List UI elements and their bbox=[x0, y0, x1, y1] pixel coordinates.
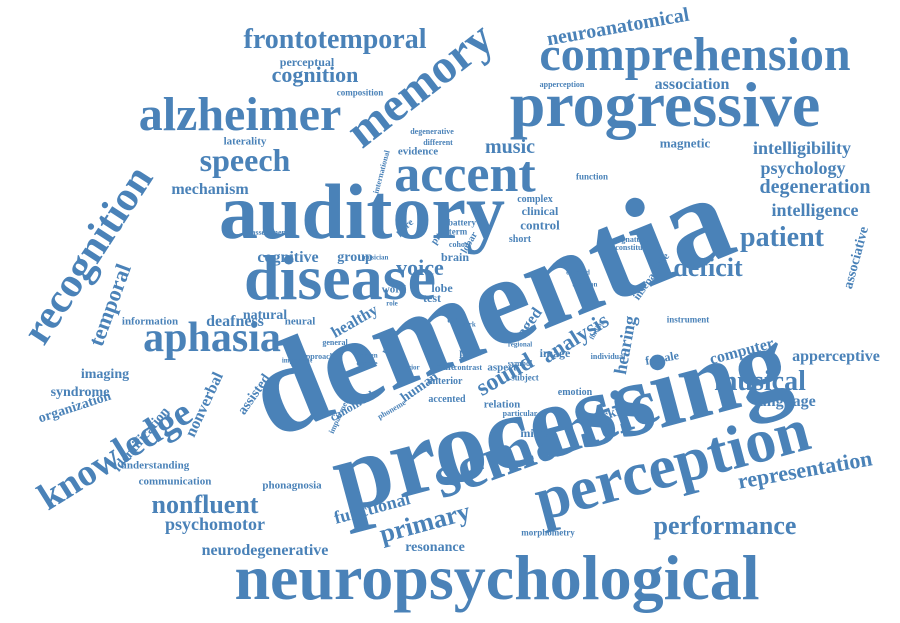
cloud-word: contrast bbox=[454, 363, 482, 372]
cloud-word: speech bbox=[199, 142, 291, 178]
cloud-word: addition bbox=[572, 280, 598, 289]
cloud-word: psychomotor bbox=[165, 514, 265, 534]
cloud-word: subject bbox=[511, 372, 539, 383]
cloud-word: neural bbox=[284, 315, 316, 328]
cloud-word: change bbox=[356, 359, 378, 368]
cloud-word: music bbox=[485, 136, 535, 158]
cloud-word: syndrome bbox=[50, 385, 110, 400]
cloud-word: group bbox=[337, 250, 373, 265]
cloud-word: evidence bbox=[397, 145, 439, 158]
cloud-word: auditory bbox=[218, 168, 506, 255]
cloud-word: short bbox=[508, 234, 532, 245]
cloud-word: individual bbox=[590, 352, 626, 361]
cloud-word: alzheimer bbox=[138, 88, 342, 141]
cloud-word: symbol bbox=[507, 359, 533, 368]
cloud-word: battery bbox=[448, 217, 476, 228]
cloud-word: word bbox=[381, 283, 407, 296]
cloud-word: imaging bbox=[80, 367, 130, 382]
cloud-word: cognitive bbox=[257, 249, 319, 266]
cloud-word: composition bbox=[336, 87, 384, 98]
cloud-word: foreign bbox=[356, 351, 378, 360]
cloud-word: task bbox=[446, 314, 464, 325]
cloud-word: phonagnosia bbox=[262, 479, 322, 492]
cloud-word: complex bbox=[517, 194, 553, 205]
cloud-word: clinical bbox=[521, 204, 559, 218]
cloud-word: anterior bbox=[427, 376, 463, 387]
cloud-word: accent bbox=[394, 146, 536, 203]
cloud-word: cognition bbox=[271, 62, 359, 87]
cloud-word: function bbox=[575, 171, 609, 182]
cloud-word: relation bbox=[483, 398, 521, 411]
cloud-word: nonfluent bbox=[151, 490, 259, 519]
cloud-word: aphasia bbox=[143, 315, 281, 361]
cloud-word: comprehension bbox=[539, 28, 851, 81]
cloud-word: psychology bbox=[760, 158, 846, 178]
cloud-word: voice bbox=[396, 255, 444, 280]
cloud-word: important bbox=[281, 356, 313, 365]
cloud-word: mechanism bbox=[171, 181, 249, 198]
cloud-word: detailed bbox=[566, 268, 590, 277]
cloud-word: magnetic bbox=[659, 135, 711, 151]
cloud-word: signature bbox=[616, 235, 648, 244]
cloud-word: understanding bbox=[120, 459, 190, 472]
cloud-word: frontotemporal bbox=[243, 24, 427, 55]
cloud-word: role bbox=[386, 299, 398, 308]
cloud-word: particular bbox=[502, 409, 538, 418]
cloud-word: perceptual bbox=[279, 55, 335, 69]
cloud-word: work bbox=[460, 320, 476, 329]
cloud-word: test bbox=[423, 291, 441, 305]
cloud-word: general bbox=[322, 338, 348, 347]
cloud-word: communication bbox=[138, 475, 212, 488]
cloud-word: disease bbox=[244, 242, 436, 313]
cloud-word: constitute bbox=[615, 243, 649, 252]
cloud-word: instrument bbox=[666, 314, 710, 325]
cloud-word: intelligence bbox=[771, 200, 859, 220]
cloud-word: resonance bbox=[405, 540, 465, 555]
cloud-word: information bbox=[121, 315, 179, 328]
cloud-word: regional bbox=[507, 340, 533, 349]
cloud-word: neurodegenerative bbox=[201, 542, 329, 559]
cloud-word: intelligibility bbox=[752, 138, 852, 158]
cloud-word: accented bbox=[428, 394, 466, 405]
cloud-word: degeneration bbox=[759, 176, 871, 198]
cloud-word: associative bbox=[841, 225, 873, 291]
cloud-word: musical bbox=[714, 366, 806, 397]
cloud-word: control bbox=[520, 217, 560, 233]
cloud-word: musician bbox=[361, 253, 389, 262]
cloud-word: apperception bbox=[539, 80, 585, 89]
cloud-word: nonverbal bbox=[182, 369, 227, 440]
cloud-word: superior bbox=[394, 363, 420, 372]
cloud-word: pnfa bbox=[459, 346, 481, 359]
cloud-word: morphometry bbox=[521, 527, 575, 538]
cloud-word: neuropsychological bbox=[234, 542, 760, 613]
cloud-word: deficit bbox=[673, 253, 743, 282]
cloud-word: deafness bbox=[206, 313, 264, 330]
cloud-word: progressive bbox=[509, 69, 821, 140]
cloud-word: degenerative bbox=[410, 127, 454, 136]
cloud-word: brain bbox=[440, 250, 470, 264]
cloud-word: aspect bbox=[487, 361, 517, 374]
cloud-word: term bbox=[448, 226, 468, 237]
cloud-word: assessment bbox=[251, 228, 289, 237]
cloud-word: image bbox=[539, 346, 571, 360]
cloud-word: natural bbox=[242, 308, 288, 323]
cloud-word: apperceptive bbox=[792, 348, 880, 365]
cloud-word: lobe bbox=[431, 281, 453, 295]
cloud-word: approach bbox=[301, 352, 335, 361]
cloud-word: association bbox=[654, 76, 730, 93]
cloud-word: emotion bbox=[557, 387, 593, 398]
cloud-word: performance bbox=[653, 511, 797, 540]
cloud-word: male bbox=[434, 362, 456, 373]
cloud-word: laterality bbox=[223, 135, 267, 148]
cloud-word: patient bbox=[740, 222, 824, 253]
cloud-word: cohort bbox=[448, 240, 472, 249]
cloud-word: different bbox=[423, 138, 453, 147]
cloud-word: language bbox=[754, 393, 816, 410]
cloud-word: middle bbox=[520, 426, 556, 440]
